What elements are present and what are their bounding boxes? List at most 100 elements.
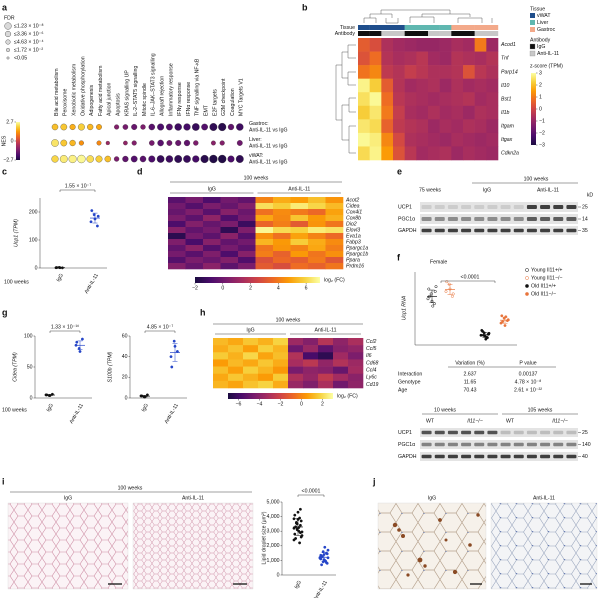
data-point <box>501 320 505 324</box>
legend-label: vWAT <box>537 13 551 19</box>
heatmap-cell <box>258 380 274 389</box>
kd-label: 40 <box>582 454 588 460</box>
gene-label: Prdm16 <box>346 263 364 269</box>
heatmap-cell <box>220 203 239 210</box>
enrichment-dot <box>87 123 94 131</box>
data-point <box>481 329 485 333</box>
heatmap-cell <box>203 245 221 252</box>
protein-label: GAPDH <box>398 454 417 460</box>
histology-anti <box>490 502 598 590</box>
heatmap-cell <box>273 263 291 270</box>
blot-band <box>500 430 511 435</box>
significance-bracket <box>59 189 96 192</box>
protein-label: GAPDH <box>398 228 417 234</box>
heatmap-cell <box>369 92 382 107</box>
heatmap-cell <box>220 221 239 228</box>
data-point <box>298 541 302 545</box>
data-point <box>450 294 454 298</box>
heatmap-cell <box>228 338 244 346</box>
heatmap-cell <box>451 38 464 52</box>
heatmap-cell <box>451 119 464 134</box>
blot-band <box>553 454 564 459</box>
pathway-label: Apoptosis <box>115 93 121 116</box>
blot-band <box>566 217 577 221</box>
heatmap-cell <box>308 263 326 270</box>
heatmap-cell <box>451 132 464 147</box>
heatmap-cell <box>439 105 452 120</box>
gene-label: Eva1a <box>346 233 361 239</box>
blot-band <box>513 430 524 435</box>
heatmap-cell <box>185 215 204 222</box>
colorbar <box>195 277 320 283</box>
data-point <box>427 287 431 291</box>
heatmap-cell <box>203 239 221 246</box>
antibody-track <box>439 31 452 36</box>
pathway-label: MYC Targets V1 <box>239 78 245 116</box>
enrichment-dot <box>218 122 227 132</box>
y-tick-label: 200 <box>29 209 38 215</box>
heatmap-cell <box>168 209 186 216</box>
blot-band <box>500 228 511 233</box>
antibody-track <box>451 31 464 36</box>
x-tick-label: IgG <box>294 580 303 590</box>
heatmap-cell <box>308 251 326 258</box>
blot-band <box>474 430 485 435</box>
heatmap-cell <box>168 227 186 234</box>
heatmap-cell <box>358 38 370 52</box>
enrichment-dot <box>227 155 235 163</box>
group-title: 105 weeks <box>528 407 553 413</box>
data-point <box>296 510 300 514</box>
data-point <box>292 517 296 521</box>
heatmap-cell <box>255 251 274 258</box>
blot-band <box>566 454 577 459</box>
heatmap-cell <box>474 146 487 161</box>
legend-title: Tissue <box>530 6 545 12</box>
heatmap-cell <box>203 233 221 240</box>
heatmap-cell <box>404 105 417 120</box>
legend-symbol <box>525 284 529 288</box>
blot-band <box>526 430 537 435</box>
heatmap-cell <box>290 233 309 240</box>
heatmap-cell <box>255 203 274 210</box>
heatmap-cell <box>325 215 344 222</box>
antibody-track <box>463 31 475 36</box>
blot-band <box>434 454 445 459</box>
track-label: Tissue <box>340 25 355 31</box>
y-tick-label: 0 <box>125 395 128 401</box>
table-cell: 2.61 × 10⁻²² <box>514 387 542 393</box>
heatmap-cell <box>348 338 364 346</box>
heatmap-cell <box>404 38 417 52</box>
heatmap-cell <box>220 209 239 216</box>
blot-band <box>553 228 564 233</box>
data-point <box>444 290 448 293</box>
group-label: Anti-IL-11 <box>288 186 310 192</box>
panel-title: Female <box>430 259 447 265</box>
significance-bracket <box>297 494 325 497</box>
heatmap-cell <box>474 92 487 107</box>
antibody-track <box>393 31 405 36</box>
heatmap-cell <box>325 263 344 270</box>
heatmap-cell <box>288 366 304 375</box>
heatmap-cell <box>358 105 370 120</box>
enrichment-dot <box>165 155 174 163</box>
blot-strip <box>420 428 578 437</box>
heatmap-cell <box>451 51 464 66</box>
enrichment-dot <box>157 139 164 147</box>
heatmap-cell <box>228 352 244 360</box>
heatmap-cell <box>486 119 499 134</box>
blot-band <box>461 205 472 209</box>
heatmap-cell <box>168 239 186 246</box>
heatmap-cell <box>255 233 274 240</box>
y-tick-label: 100 <box>29 237 38 243</box>
heatmap-cell <box>381 132 394 147</box>
heatmap-cell <box>333 380 349 389</box>
enrichment-dot <box>77 154 86 164</box>
heatmap-cell <box>381 51 394 66</box>
enrichment-dot <box>140 124 146 130</box>
data-point <box>95 224 99 228</box>
pathway-label: KRAS signalling UP <box>124 70 130 116</box>
enrichment-dot <box>166 140 173 146</box>
enrichment-dot <box>218 154 227 164</box>
data-point <box>298 523 302 527</box>
